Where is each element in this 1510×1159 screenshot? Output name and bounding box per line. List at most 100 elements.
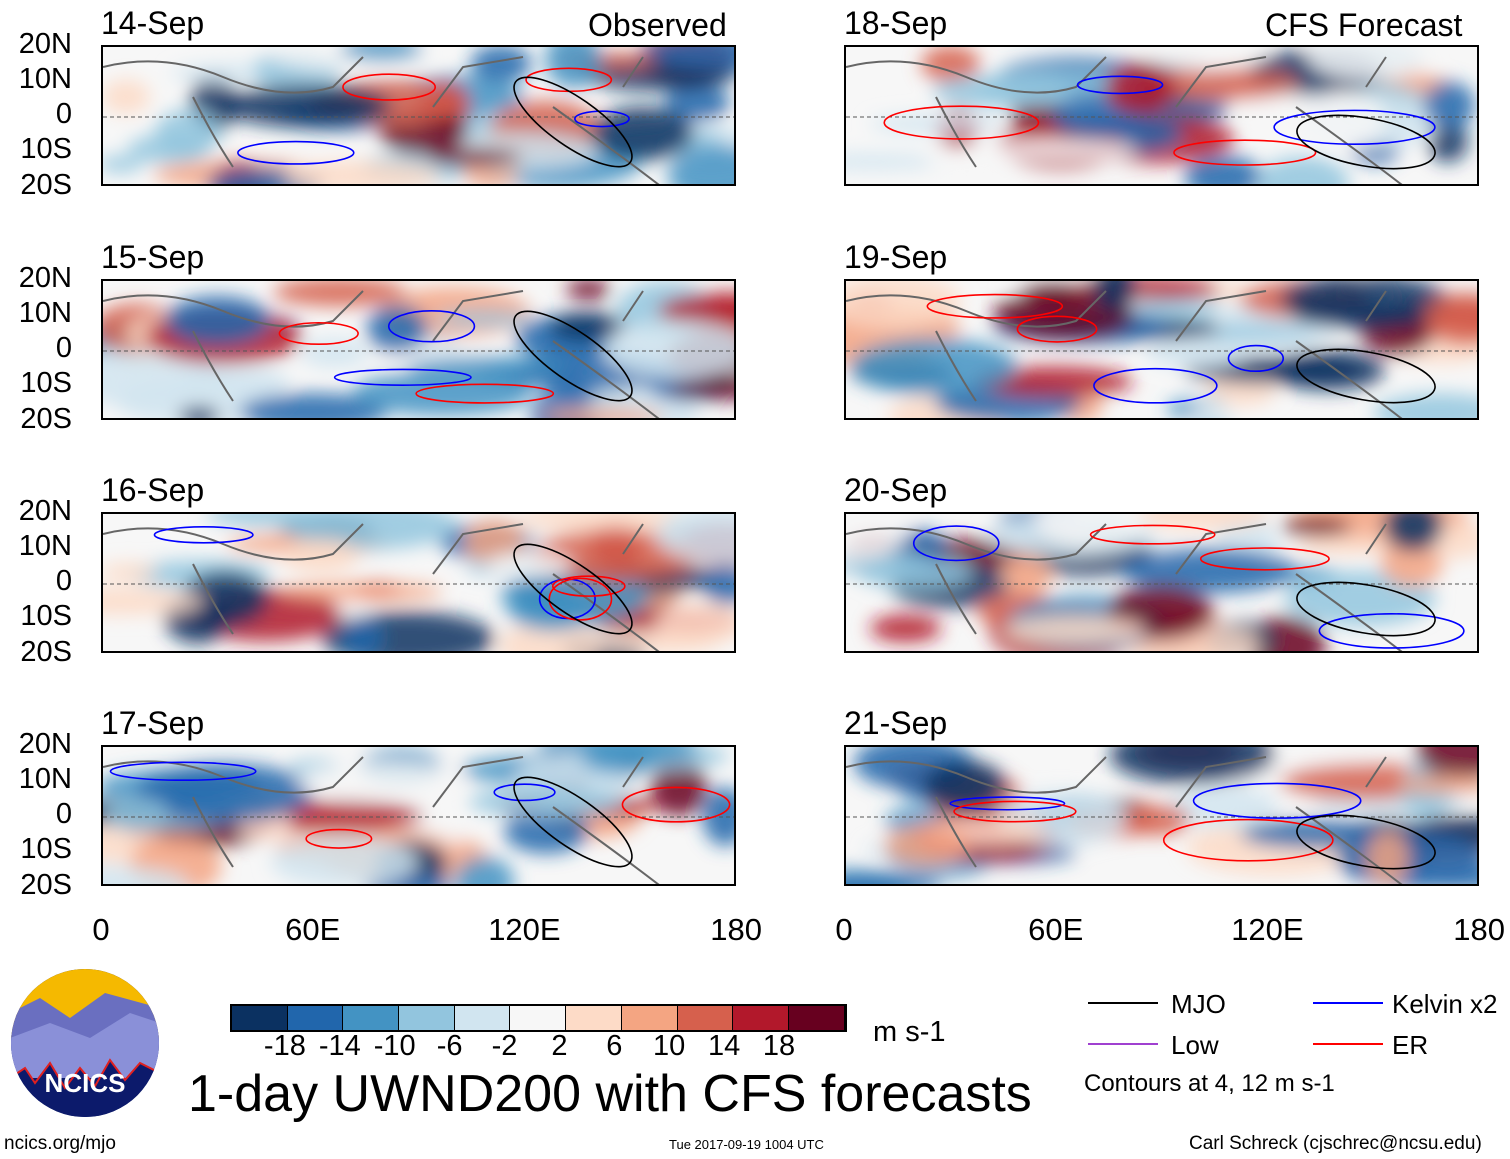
observed-label: Observed [588,7,727,43]
wind-anomaly-blob [1383,514,1443,552]
colorbar-units: m s-1 [873,1016,946,1048]
mjo-contour [1296,348,1436,404]
coastline [846,523,1403,651]
wind-anomaly-blob [454,856,515,884]
kelvin-contour [912,525,1000,562]
colorbar-swatch [733,1006,789,1030]
er-contour [305,828,373,849]
kelvin-contour [1227,344,1285,373]
coastline [103,290,660,418]
colorbar [230,1004,847,1032]
wind-anomaly-blob [846,281,962,328]
lat-tick-label: 0 [55,98,72,130]
wind-anomaly-blob [922,760,1007,813]
ncics-logo: NCICS [11,969,159,1117]
colorbar-label: -18 [263,1030,306,1062]
lon-tick-label: 180 [710,912,762,947]
uwnd-map-panel [101,279,736,420]
kelvin-contour [493,783,556,802]
colorbar-swatch [399,1006,455,1030]
wind-anomaly-blob [103,155,143,173]
wind-anomaly-blob [548,311,625,342]
colorbar-swatch [677,1006,734,1030]
wind-anomaly-blob [1092,281,1136,313]
lat-tick-label: 20S [20,403,72,435]
wind-anomaly-blob [565,281,611,300]
mjo-contour [513,543,633,635]
footer-timestamp: Tue 2017-09-19 1004 UTC [669,1137,824,1152]
uwnd-map-panel [101,512,736,653]
wind-anomaly-blob [1306,47,1430,81]
panel-date: 17-Sep [101,705,205,741]
kelvin-contour [1273,109,1436,146]
coastline [103,56,660,184]
panel-date: 20-Sep [844,472,948,508]
footer-url[interactable]: ncics.org/mjo [4,1133,116,1154]
wind-anomaly-blob [1003,551,1051,599]
er-contour [1173,139,1317,166]
kelvin-contour [1076,75,1164,95]
panel-date: 21-Sep [844,705,948,741]
wind-anomaly-blob [921,47,980,83]
lat-tick-label: 20N [18,262,72,294]
wind-anomaly-blob [545,47,602,89]
lon-tick-label: 120E [1231,912,1304,947]
wind-anomaly-blob [1295,534,1391,555]
lat-tick-label: 20S [20,169,72,201]
wind-anomaly-blob [103,588,206,616]
colorbar-swatch [566,1006,622,1030]
wind-anomaly-blob [516,514,690,533]
kelvin-contour [949,796,1066,811]
lat-tick-label: 20N [18,728,72,760]
wind-anomaly-blob [103,79,151,115]
coastline [103,523,660,651]
wind-anomaly-blob [531,529,698,583]
er-contour [1162,818,1334,862]
kelvin-contour [1093,367,1218,404]
cfs-forecast-label: CFS Forecast [1265,7,1463,43]
wind-anomaly-blob [590,106,694,161]
legend-mjo: MJO [1171,989,1226,1019]
wind-anomaly-blob [427,148,522,166]
wind-anomaly-blob [178,406,220,418]
er-contour [1016,315,1098,343]
er-contour [1089,524,1216,545]
coastline [846,756,1403,884]
lon-tick-label: 60E [285,912,341,947]
uwnd-map-panel [844,512,1479,653]
wind-anomaly-blob [339,47,423,61]
panel-date: 18-Sep [844,5,948,41]
wind-anomaly-blob [1109,747,1276,785]
wind-anomaly-blob [135,763,313,823]
colorbar-swatch [788,1006,845,1030]
lat-tick-label: 20S [20,636,72,668]
wind-anomaly-blob [850,337,1018,396]
wind-anomaly-blob [642,47,734,71]
lat-tick-label: 10N [18,297,72,329]
footer-author: Carl Schreck (cjschrec@ncsu.edu) [1189,1133,1482,1154]
kelvin-contour [1318,613,1465,649]
low-legend-line [1088,1043,1158,1045]
wind-anomaly-blob [870,614,942,643]
lat-tick-label: 20N [18,28,72,60]
mjo-legend-line [1088,1002,1158,1004]
lon-tick-label: 0 [92,912,110,947]
wind-anomaly-blob [702,564,734,606]
uwnd-map-panel [844,745,1479,886]
wind-anomaly-blob [280,539,359,573]
wind-anomaly-blob [283,160,441,184]
er-contour [548,577,613,621]
wind-anomaly-blob [103,865,190,884]
er-contour [926,293,1064,319]
panel-date: 16-Sep [101,472,205,508]
wind-anomaly-blob [658,292,734,328]
wind-anomaly-blob [541,408,664,418]
uwnd-map-panel [101,745,736,886]
lat-tick-label: 10N [18,763,72,795]
wind-anomaly-blob [869,114,1006,134]
colorbar-label: 14 [707,1030,741,1062]
wind-anomaly-blob [1280,281,1449,324]
wind-anomaly-blob [1125,804,1190,836]
legend-low: Low [1171,1030,1219,1060]
mjo-contour [1296,814,1436,870]
